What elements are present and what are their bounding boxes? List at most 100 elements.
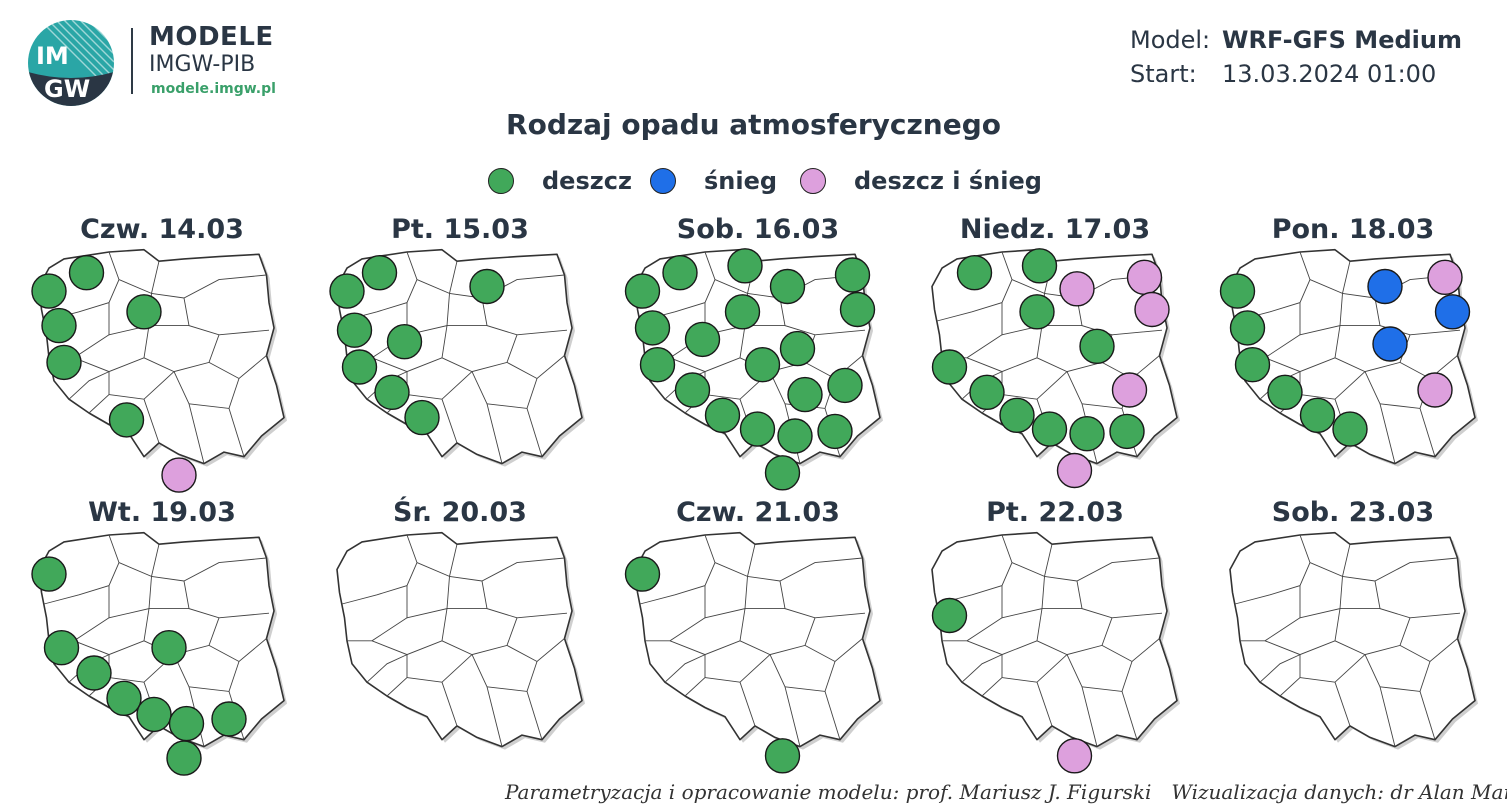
precip-marker-rain [1299,397,1336,434]
region-border [471,371,503,464]
day-panel-5: Pon. 18.03 [1203,214,1503,494]
region-border [1076,580,1163,619]
legend-label-rain: deszcz [542,167,632,195]
poland-map [336,531,585,750]
precip-marker-mixed [1126,259,1163,295]
region-border [228,408,245,457]
precip-marker-rain [151,629,187,666]
day-label: Pon. 18.03 [1271,214,1435,245]
region-border [1264,640,1336,656]
precip-marker-rain [126,294,162,330]
day-label: Niedz. 17.03 [959,214,1151,245]
brand-website: modele.imgw.pl [151,81,276,97]
region-border [471,654,503,747]
region-border [779,297,866,336]
poland-map [1229,531,1478,750]
precip-marker-rain [68,255,105,291]
precip-marker-rain [704,397,741,434]
day-label: Śr. 20.03 [393,497,527,528]
poland-map [1219,248,1478,467]
precip-marker-rain [769,268,806,305]
region-border [406,576,450,619]
region-border [43,534,120,605]
map-title: Rodzaj opadu atmosferycznego [506,108,1001,141]
precip-marker-rain [386,323,423,360]
legend-swatch-rain [488,168,514,194]
precip-marker-rain [956,255,993,291]
region-border [684,654,706,697]
precip-marker-rain [639,346,676,383]
precip-marker-mixed [1111,372,1148,408]
region-border [183,297,270,336]
poland-map [931,248,1180,489]
region-border [481,297,568,336]
precip-marker-rain [1069,415,1105,452]
precip-marker-rain [1019,294,1055,330]
legend-label-mixed: deszcz i śnieg [854,167,1042,195]
region-border [173,371,205,464]
region-border [68,371,110,400]
legend-swatch-mixed [800,168,826,194]
day-label: Czw. 21.03 [676,497,840,528]
precip-marker-rain [168,705,205,742]
region-border [371,640,443,656]
day-label: Czw. 14.03 [80,214,244,245]
region-border [1342,557,1458,582]
poland-map [624,248,883,491]
region-border [386,654,408,697]
imgw-logo-emblem: IM GW [28,20,114,106]
region-border [1299,293,1343,336]
day-panel-3: Sob. 16.03 [608,214,908,494]
region-border [669,640,741,656]
precip-marker-rain [727,248,763,284]
region-border [441,682,458,727]
brand-subtitle: IMGW-PIB [149,52,256,77]
region-border [1279,654,1301,697]
logo-separator [131,28,133,94]
region-border [151,557,267,582]
region-border [779,580,866,619]
precip-marker-mixed [1056,452,1093,489]
precip-marker-rain [46,344,82,381]
day-label: Wt. 19.03 [88,497,236,528]
precip-marker-rain [1109,413,1145,450]
region-border [1066,654,1098,747]
day-panel-7: Śr. 20.03 [310,497,610,777]
precip-marker-rain [779,330,816,367]
region-border [1299,576,1343,619]
precip-marker-rain [787,376,823,413]
region-border [1334,608,1411,656]
precip-marker-rain [1332,411,1368,447]
start-row: Start: 13.03.2024 01:00 [1130,60,1462,94]
region-border [526,408,543,457]
precip-marker-rain [106,680,142,717]
precip-marker-rain [634,310,671,346]
region-border [639,534,716,605]
region-border [936,534,1013,605]
precip-marker-mixed [1059,271,1095,307]
region-border [183,580,270,619]
day-label: Pt. 15.03 [391,214,529,245]
day-panel-2: Pt. 15.03 [310,214,610,494]
precip-marker-rain [1229,310,1266,346]
region-border [1121,691,1138,740]
brand-title: MODELE [149,22,274,52]
region-border [664,654,706,683]
region-border [824,691,841,740]
region-border [942,617,1003,642]
region-border [1036,608,1113,656]
precip-marker-mixed [1417,372,1453,408]
poland-map [931,531,1180,774]
model-info: Model: WRF-GFS Medium Start: 13.03.2024 01… [1130,26,1462,94]
precip-marker-mixed [161,457,197,493]
region-border [1309,261,1351,295]
region-border [481,580,568,619]
precip-marker-rain [1079,328,1115,365]
precip-marker-rain [1267,374,1303,411]
region-border [1044,557,1160,582]
precip-marker-rain [31,273,67,309]
precip-marker-rain [999,397,1035,434]
precip-marker-rain [336,312,373,348]
model-value: WRF-GFS Medium [1222,26,1462,54]
region-border [151,274,267,299]
